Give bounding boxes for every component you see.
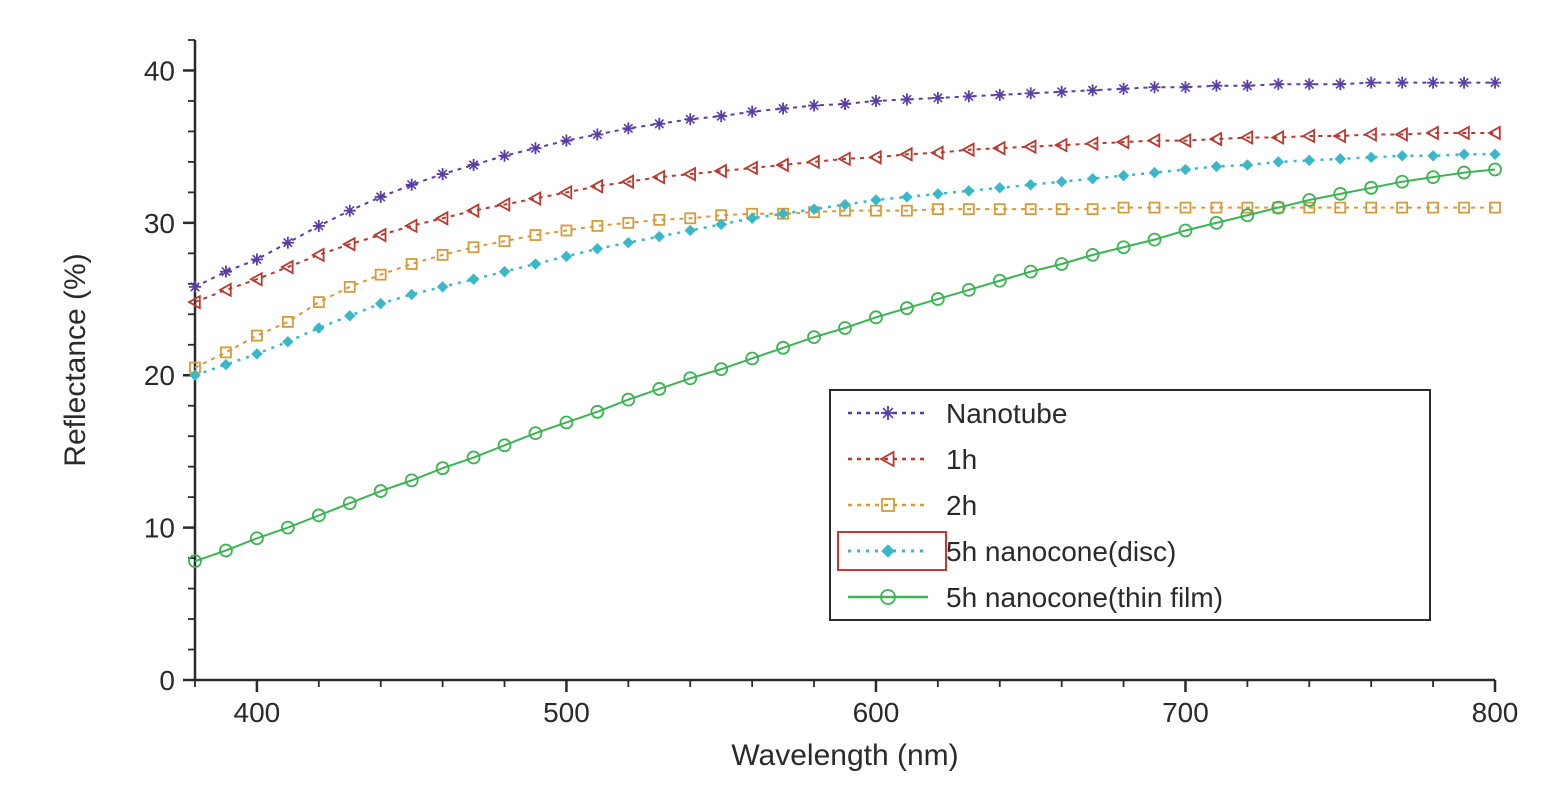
legend-item-label: 2h [946, 490, 977, 521]
x-tick-label: 700 [1162, 697, 1209, 728]
x-axis-label: Wavelength (nm) [731, 739, 958, 772]
legend-item-label: 5h nanocone(thin film) [946, 582, 1223, 613]
reflectance-chart: 400 500 600 700 800 0 10 20 30 40 Wavelength (nm) R… [0, 0, 1563, 798]
legend-item-label: Nanotube [946, 398, 1067, 429]
legend-item-label: 1h [946, 444, 977, 475]
chart-svg: 400 500 600 700 800 0 10 20 30 40 Wavelength (nm) R… [0, 0, 1563, 798]
y-tick-label: 0 [159, 665, 175, 696]
y-axis-label: Reflectance (%) [59, 253, 92, 466]
x-tick-label: 600 [853, 697, 900, 728]
y-tick-label: 40 [144, 55, 175, 86]
y-tick-label: 10 [144, 513, 175, 544]
y-tick-label: 30 [144, 208, 175, 239]
y-tick-label: 20 [144, 360, 175, 391]
legend-item-label: 5h nanocone(disc) [946, 536, 1176, 567]
x-tick-label: 500 [543, 697, 590, 728]
x-tick-label: 400 [234, 697, 281, 728]
x-tick-label: 800 [1472, 697, 1519, 728]
